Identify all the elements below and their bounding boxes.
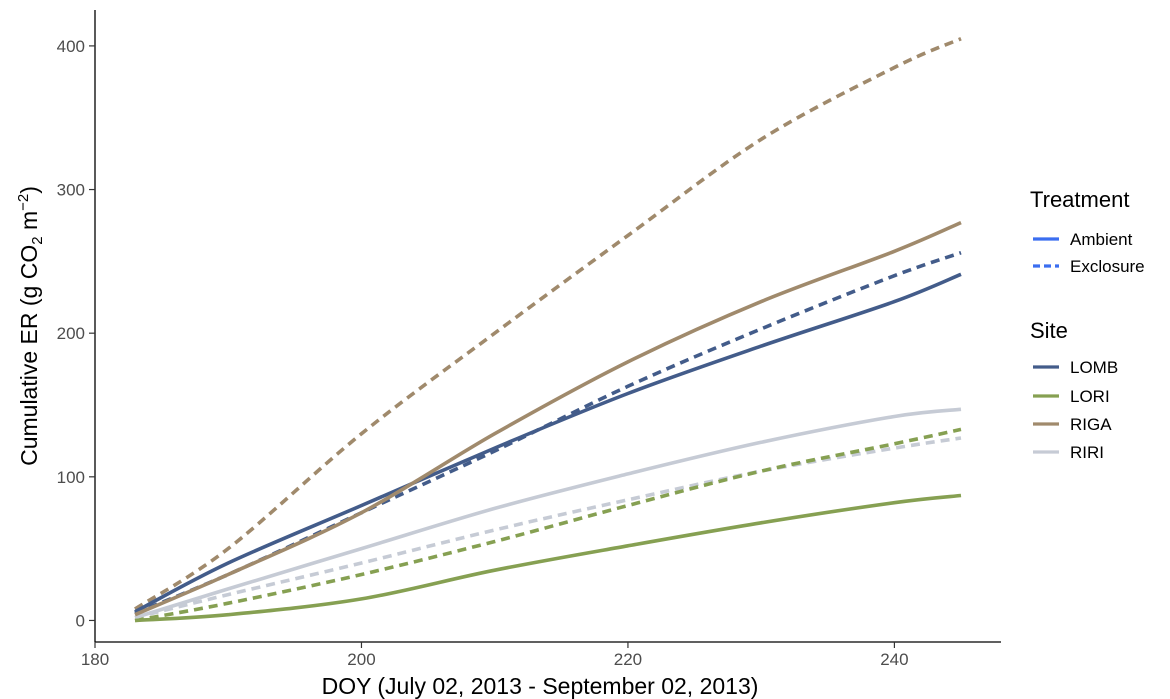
- series-layer: [134, 37, 962, 623]
- legend-label-riri: RIRI: [1070, 443, 1104, 462]
- legend-site-title: Site: [1030, 318, 1068, 343]
- y-tick-label-200: 200: [57, 324, 85, 343]
- legend-label-riga: RIGA: [1070, 415, 1112, 434]
- y-axis-title-suffix: ): [16, 186, 42, 194]
- y-axis-title-superscript: −2: [15, 194, 32, 211]
- legend-label-lori: LORI: [1070, 387, 1110, 406]
- y-tick-label-300: 300: [57, 181, 85, 200]
- y-tick-label-400: 400: [57, 37, 85, 56]
- series-line-lori-ambient: [134, 493, 962, 623]
- series-line-riri-ambient: [134, 407, 962, 620]
- y-axis-title-prefix: Cumulative ER (g CO: [16, 245, 42, 466]
- series-line-riri-exclosure: [134, 436, 962, 620]
- legend-site: Site LOMB LORI RIGA RIRI: [1030, 318, 1118, 462]
- y-axis-title: Cumulative ER (g CO2 m−2): [15, 186, 46, 466]
- x-tick-label-180: 180: [81, 650, 109, 669]
- series-line-lomb-ambient: [134, 272, 962, 614]
- series-line-riga-exclosure: [134, 37, 962, 611]
- y-tick-label-100: 100: [57, 468, 85, 487]
- legend-treatment-title: Treatment: [1030, 187, 1129, 212]
- series-line-lori-exclosure: [134, 427, 962, 623]
- y-axis-title-mid: m: [16, 211, 42, 237]
- x-tick-label-220: 220: [614, 650, 642, 669]
- legend-label-lomb: LOMB: [1070, 358, 1118, 377]
- legend-label-ambient: Ambient: [1070, 230, 1133, 249]
- x-tick-label-240: 240: [880, 650, 908, 669]
- legend-label-exclosure: Exclosure: [1070, 257, 1145, 276]
- y-tick-label-0: 0: [76, 611, 85, 630]
- x-axis-title: DOY (July 02, 2013 - September 02, 2013): [322, 673, 759, 699]
- legend-treatment: Treatment Ambient Exclosure: [1030, 187, 1145, 276]
- series-line-riga-ambient: [134, 220, 962, 617]
- ticks-layer: 180 200 220 240 0 100 200 300 400: [57, 37, 909, 669]
- y-axis-title-subscript: 2: [29, 236, 46, 244]
- x-tick-label-200: 200: [347, 650, 375, 669]
